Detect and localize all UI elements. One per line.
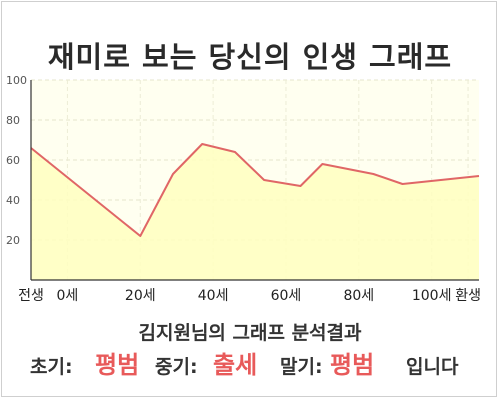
analysis-subtitle: 김지원님의 그래프 분석결과 <box>138 322 362 344</box>
mid-value: 출세 <box>213 351 258 379</box>
early-label: 초기: <box>30 356 73 378</box>
series-line <box>30 143 480 237</box>
x-tick-label: 환생 <box>455 288 481 304</box>
chart-title: 재미로 보는 당신의 인생 그래프 <box>47 40 453 74</box>
life-graph-chart: 20 40 60 80 100 전생 0세 20세 40세 60세 80세 100세 환생 <box>6 74 481 304</box>
analysis-result: 초기: 평범 중기: 출세 말기: 평범 입니다 <box>0 345 500 381</box>
y-tick-label: 100 <box>6 74 27 87</box>
series-area <box>31 144 479 280</box>
x-tick-label: 100세 <box>412 288 452 304</box>
mid-label: 중기: <box>155 356 198 378</box>
early-value: 평범 <box>95 351 140 379</box>
y-tick-label: 20 <box>6 234 20 247</box>
x-tick-label: 0세 <box>57 288 79 304</box>
x-tick-label: 20세 <box>125 288 156 304</box>
y-tick-label: 60 <box>6 154 20 167</box>
x-tick-label: 전생 <box>18 288 44 304</box>
result-suffix: 입니다 <box>406 356 459 378</box>
x-tick-label: 80세 <box>343 288 374 304</box>
x-tick-label: 60세 <box>271 288 302 304</box>
late-label: 말기: <box>280 356 323 378</box>
y-tick-label: 80 <box>6 114 20 127</box>
y-tick-label: 40 <box>6 194 20 207</box>
x-tick-label: 40세 <box>198 288 229 304</box>
late-value: 평범 <box>330 351 375 379</box>
